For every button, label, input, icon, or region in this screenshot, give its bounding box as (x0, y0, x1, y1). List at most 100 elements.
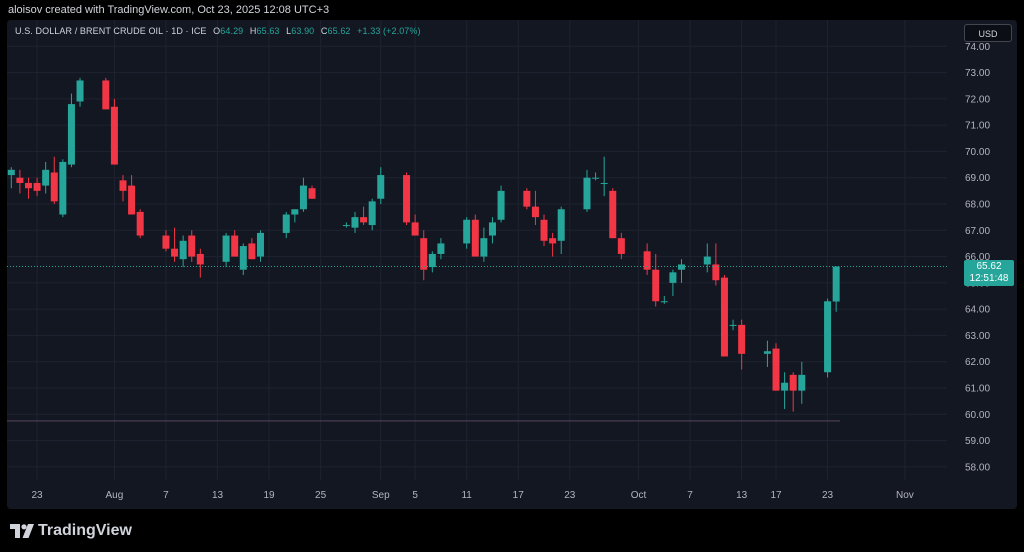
candle-body (377, 175, 385, 199)
tradingview-logo[interactable]: TradingView (10, 522, 132, 540)
candle-body (609, 190, 617, 239)
y-tick-label: 67.00 (965, 226, 990, 237)
candle-body (703, 256, 711, 265)
candle-body (463, 219, 471, 244)
candle-body (471, 219, 479, 257)
candle-body (50, 172, 58, 202)
candle-body (76, 80, 84, 102)
candle-body (67, 104, 75, 165)
candle-body (557, 209, 565, 241)
candle-body (738, 324, 746, 354)
x-tick-label: 11 (461, 490, 472, 501)
y-tick-label: 74.00 (965, 42, 990, 53)
candle-body (523, 190, 531, 207)
candle-body (239, 246, 247, 270)
y-tick-label: 60.00 (965, 410, 990, 421)
low-value: 63.90 (291, 26, 315, 36)
close-label: C (320, 26, 328, 36)
top-bar: aloisov created with TradingView.com, Oc… (0, 0, 1024, 20)
high-value: 65.63 (256, 26, 280, 36)
x-tick-label: Oct (631, 490, 647, 501)
y-tick-label: 72.00 (965, 94, 990, 105)
x-tick-label: 17 (513, 490, 525, 501)
candle-body (789, 374, 797, 391)
candle-body (222, 235, 230, 262)
x-tick-label: 13 (736, 490, 748, 501)
candle-body (720, 277, 728, 357)
open-label: O (213, 26, 221, 36)
candle-body (368, 201, 376, 226)
chart-panel[interactable]: 74.00 73.00 72.00 71.00 70.00 69.00 68.00 67.00… (7, 20, 1017, 509)
candle-body (669, 272, 677, 283)
candle-body (33, 182, 41, 191)
currency-button[interactable]: USD (964, 24, 1012, 42)
candle-body (583, 177, 591, 210)
candle-body (781, 382, 789, 391)
y-tick-label: 68.00 (965, 200, 990, 211)
y-tick-label: 62.00 (965, 357, 990, 368)
candle-body (119, 180, 127, 191)
candle-body (643, 251, 651, 270)
bar-countdown: 12:51:48 (969, 272, 1009, 284)
candle-body (282, 214, 290, 233)
y-tick-label: 66.00 (965, 252, 990, 263)
candle-body (59, 161, 67, 215)
candle-body (24, 182, 32, 189)
candle-body (102, 80, 110, 110)
candle-body (677, 264, 685, 270)
y-tick-label: 73.00 (965, 68, 990, 79)
candle-body (600, 182, 608, 184)
y-tick-label: 70.00 (965, 147, 990, 158)
candle-body (110, 106, 118, 165)
candle-body (763, 351, 771, 354)
x-tick-label: 5 (412, 490, 418, 501)
candle-body (488, 222, 496, 236)
candle-body (729, 324, 737, 326)
x-tick-label: 23 (564, 490, 576, 501)
y-tick-label: 58.00 (965, 462, 990, 473)
tradingview-logo-icon (10, 524, 34, 538)
candle-body (171, 248, 179, 257)
candle-body (652, 269, 660, 302)
candle-body (824, 301, 832, 373)
candlestick-chart[interactable]: 74.00 73.00 72.00 71.00 70.00 69.00 68.00 67.00… (7, 20, 1017, 509)
candle-body (7, 169, 15, 176)
y-tick-label: 63.00 (965, 331, 990, 342)
candle-body (179, 240, 187, 260)
x-tick-label: Aug (106, 490, 124, 501)
change-value: +1.33 (+2.07%) (357, 26, 421, 36)
candle-body (531, 206, 539, 218)
candle-body (772, 348, 780, 391)
candle-body (798, 374, 806, 391)
created-caption: aloisov created with TradingView.com, Oc… (8, 4, 330, 16)
candle-body (231, 235, 239, 257)
symbol-title: U.S. DOLLAR / BRENT CRUDE OIL · 1D · ICE (15, 26, 207, 36)
x-tick-label: 7 (687, 490, 693, 501)
candle-body (497, 190, 505, 220)
candle-body (592, 177, 600, 179)
x-tick-label: 23 (32, 490, 44, 501)
candle-body (437, 243, 445, 254)
candle-body (248, 243, 256, 260)
high-label: H (249, 26, 257, 36)
close-value: 65.62 (327, 26, 351, 36)
candle-body (136, 211, 144, 236)
chart-background (7, 20, 1017, 509)
low-label: L (286, 26, 292, 36)
x-tick-label: Nov (896, 490, 914, 501)
candle-body (832, 266, 840, 302)
candle-body (617, 238, 625, 254)
candle-body (291, 209, 299, 215)
candle-body (188, 235, 196, 257)
y-tick-label: 64.00 (965, 305, 990, 316)
last-price-tag: 65.62 12:51:48 (964, 259, 1014, 286)
candle-body (712, 264, 720, 281)
candle-body (403, 175, 411, 223)
candle-body (360, 217, 368, 223)
candle-body (256, 232, 264, 257)
candle-body (480, 238, 488, 257)
y-tick-label: 61.00 (965, 384, 990, 395)
x-tick-label: 25 (315, 490, 327, 501)
candle-body (128, 185, 136, 215)
candle-body (549, 238, 557, 244)
